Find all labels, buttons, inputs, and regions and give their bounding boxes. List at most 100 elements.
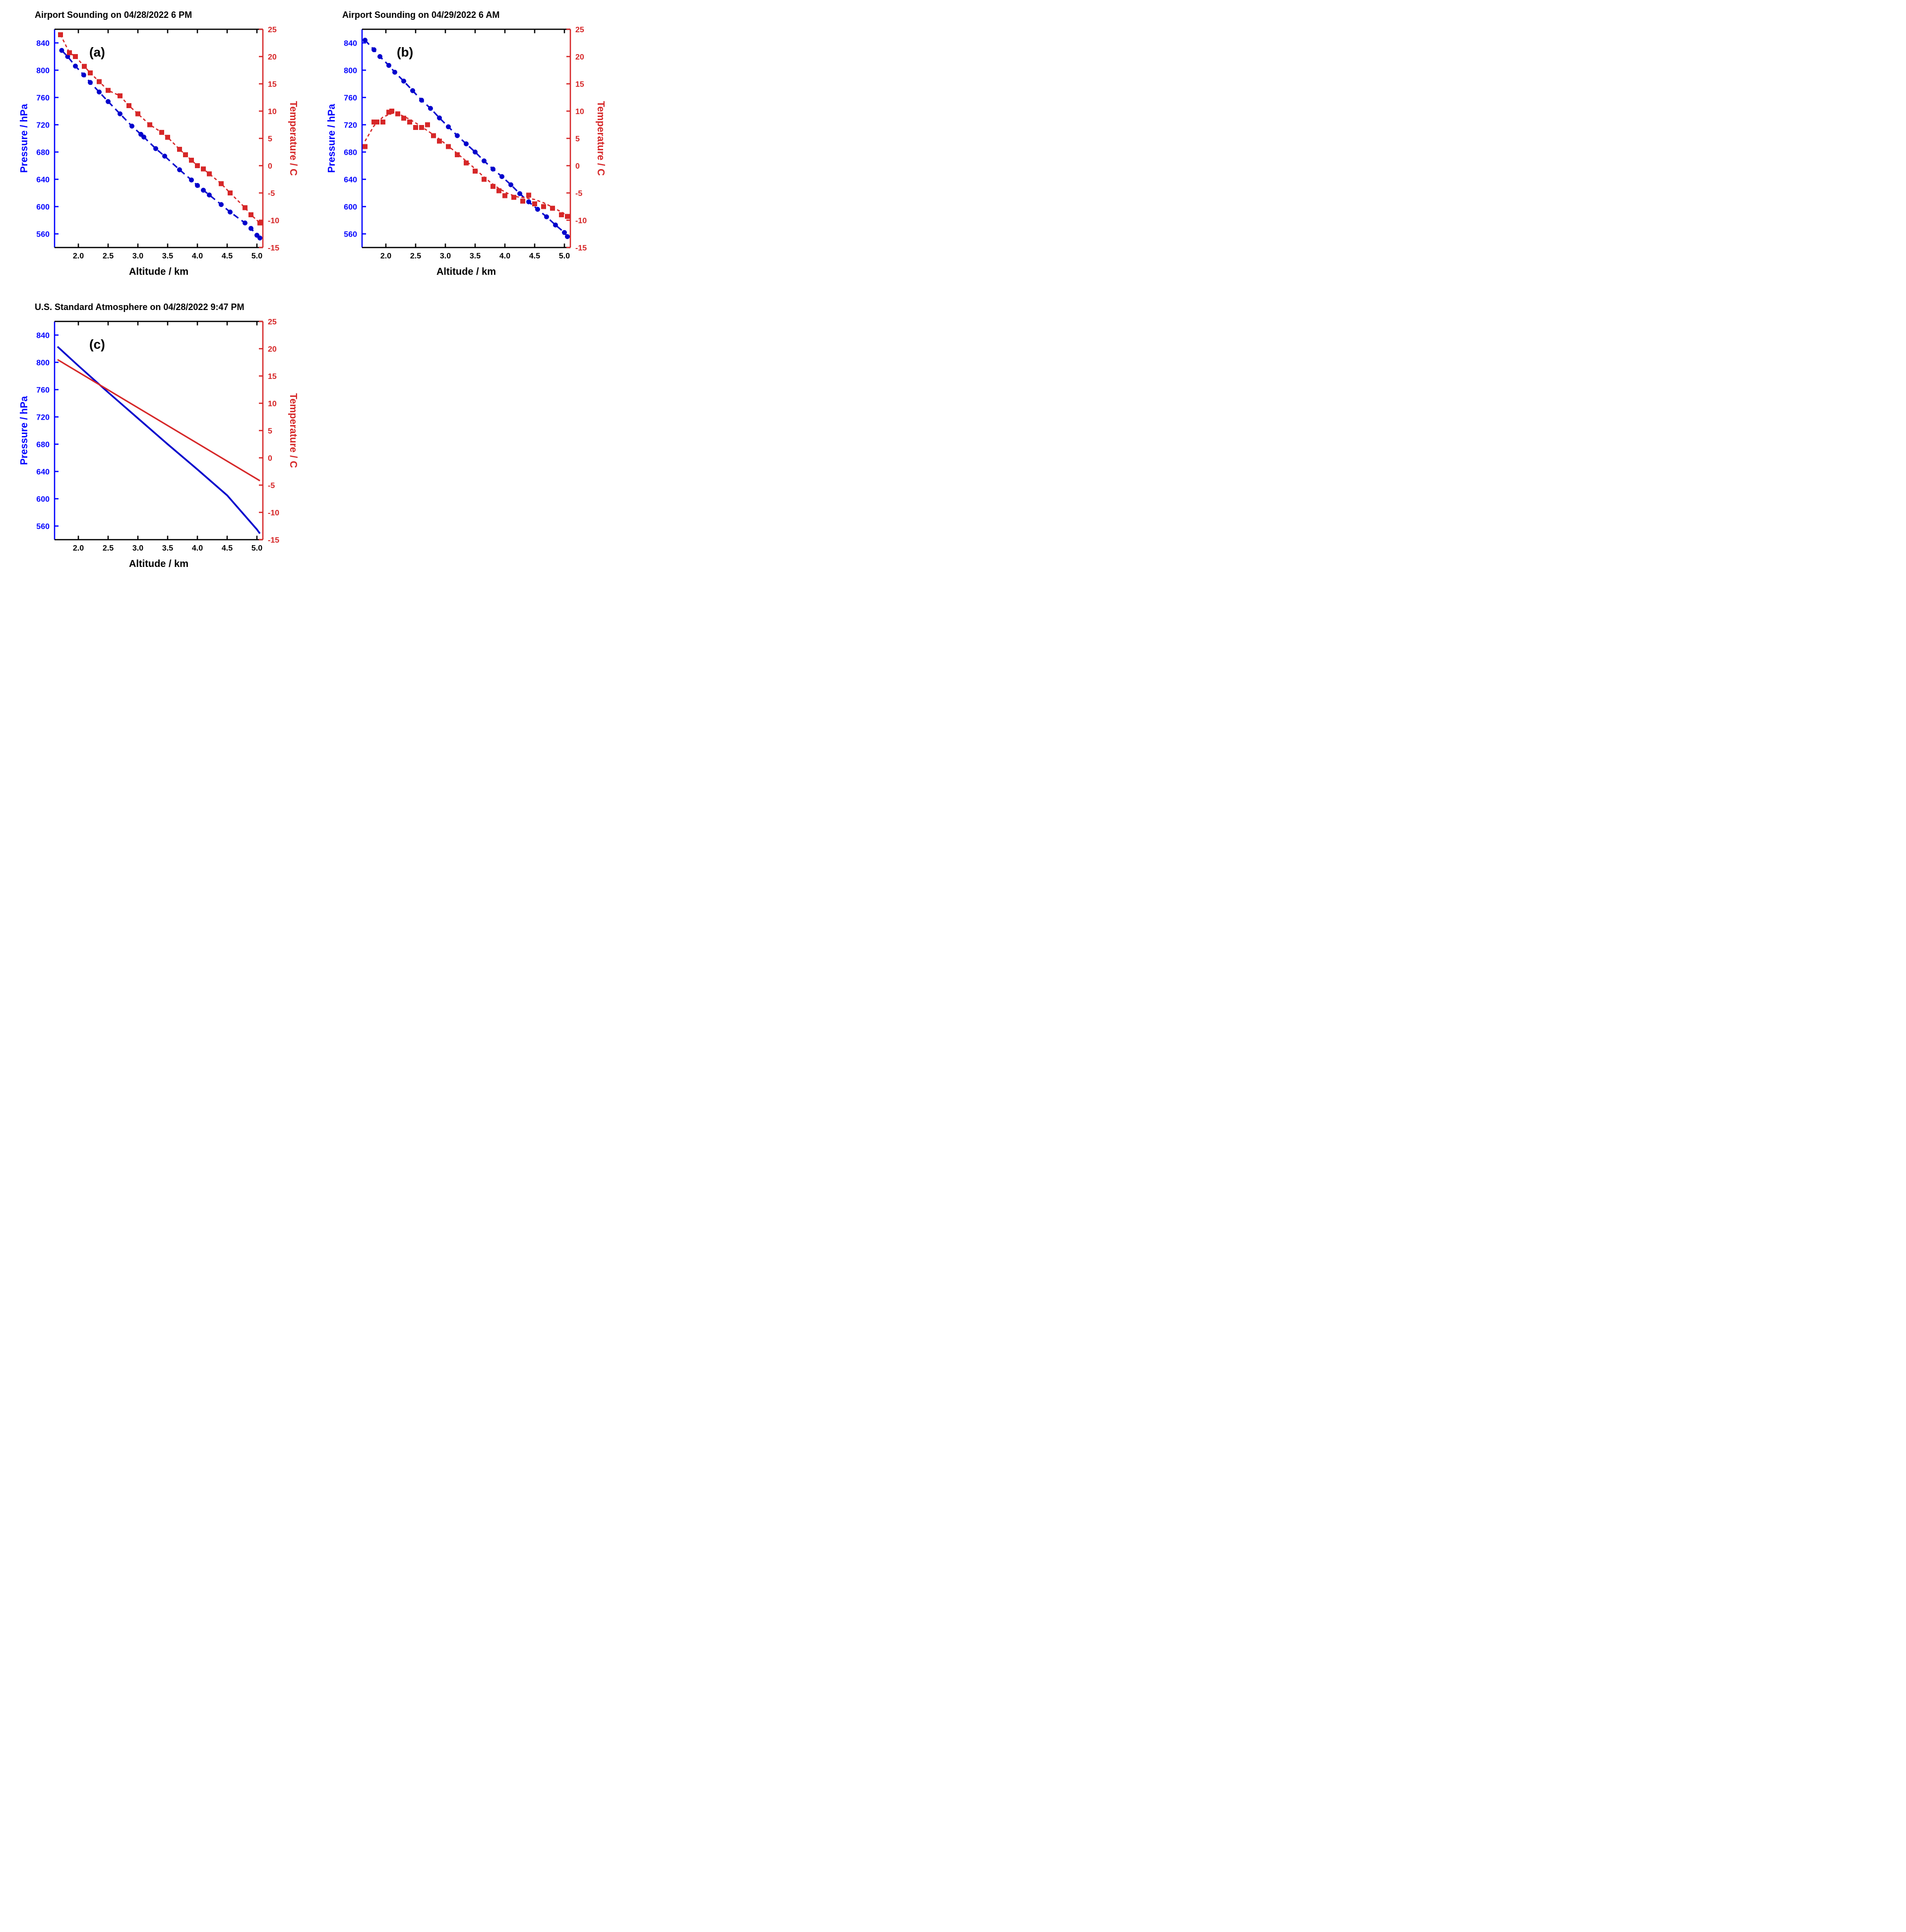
x-tick-label: 2.5 [103, 544, 114, 553]
marker-square [389, 109, 394, 114]
marker-square [473, 169, 478, 174]
yR-tick-label: 10 [575, 108, 584, 116]
marker-circle [106, 99, 111, 104]
marker-square [407, 120, 412, 125]
marker-circle [565, 234, 570, 239]
marker-square [491, 184, 495, 189]
marker-circle [59, 48, 64, 53]
marker-square [135, 112, 140, 117]
marker-circle [129, 124, 134, 128]
marker-square [106, 88, 111, 93]
marker-circle [508, 183, 513, 187]
marker-circle [386, 63, 391, 68]
marker-circle [482, 158, 487, 163]
x-tick-label: 4.0 [192, 252, 203, 260]
yR-tick-label: -5 [575, 189, 582, 198]
marker-circle [535, 207, 540, 212]
yR-tick-label: -15 [575, 244, 587, 252]
marker-square [380, 120, 385, 125]
marker-square [559, 212, 564, 217]
x-tick-label: 4.5 [222, 252, 233, 260]
marker-circle [526, 199, 531, 204]
marker-circle [243, 221, 247, 226]
marker-square [248, 212, 253, 217]
yL-tick-label: 640 [344, 176, 357, 185]
panel-b-svg: 2.02.53.03.54.04.55.0Altitude / km560600… [317, 24, 605, 287]
marker-square [395, 112, 400, 117]
marker-circle [455, 133, 460, 138]
marker-square [482, 177, 487, 182]
marker-circle [377, 54, 382, 59]
yR-tick-label: 5 [268, 135, 272, 143]
x-tick-label: 3.0 [132, 252, 143, 260]
marker-circle [118, 112, 123, 117]
marker-circle [473, 150, 478, 155]
yR-tick-label: -10 [575, 217, 587, 225]
x-tick-label: 3.5 [162, 252, 173, 260]
marker-square [219, 181, 224, 186]
yR-axis-title: Temperature / C [288, 101, 298, 176]
marker-square [413, 125, 418, 130]
yL-tick-label: 680 [36, 149, 50, 157]
marker-circle [499, 174, 504, 179]
yR-tick-label: -10 [268, 509, 279, 517]
yR-axis-title: Temperature / C [595, 101, 605, 176]
marker-circle [428, 106, 433, 111]
marker-square [207, 172, 212, 177]
marker-circle [437, 116, 442, 121]
marker-square [73, 54, 78, 59]
marker-circle [562, 230, 567, 235]
x-tick-label: 4.0 [499, 252, 510, 260]
subplot-letter: (a) [89, 45, 105, 60]
figure-grid: Airport Sounding on 04/28/2022 6 PM 2.0 2.… [10, 10, 605, 579]
marker-square [437, 139, 442, 144]
marker-square [147, 123, 152, 127]
marker-square [82, 64, 87, 69]
yR-tick-label: 20 [268, 345, 277, 354]
marker-circle [446, 125, 451, 129]
yL-tick-label: 720 [344, 122, 357, 130]
panel-a-title: Airport Sounding on 04/28/2022 6 PM [10, 10, 298, 20]
panel-c-title: U.S. Standard Atmosphere on 04/28/2022 9… [10, 302, 298, 312]
x-tick-label: 3.0 [440, 252, 451, 260]
yR-tick-label: 10 [268, 108, 277, 116]
x-axis-title: Altitude / km [129, 266, 188, 277]
marker-square [243, 205, 247, 210]
x-tick-label: 3.5 [162, 544, 173, 553]
marker-circle [491, 167, 495, 172]
x-tick-label: 2.5 [103, 252, 114, 260]
yL-axis-title: Pressure / hPa [326, 104, 337, 173]
yL-tick-label: 840 [36, 40, 50, 48]
x-tick-label: 2.5 [410, 252, 421, 260]
x-tick-label: 4.0 [192, 544, 203, 553]
marker-square [455, 152, 460, 157]
yR-tick-label: 0 [575, 162, 580, 171]
yR-tick-label: 15 [268, 80, 277, 89]
x-tick-label: 2.0 [73, 252, 84, 260]
yR-tick-label: 20 [575, 53, 584, 62]
marker-circle [219, 202, 224, 207]
yR-tick-label: 15 [575, 80, 584, 89]
yL-tick-label: 760 [36, 386, 50, 395]
marker-square [183, 152, 188, 157]
marker-square [401, 116, 406, 121]
marker-square [58, 32, 63, 37]
yL-tick-label: 560 [344, 231, 357, 239]
yL-tick-label: 760 [344, 94, 357, 103]
marker-square [159, 130, 164, 135]
yL-tick-label: 800 [36, 359, 50, 368]
marker-square [177, 147, 182, 152]
marker-square [496, 188, 501, 193]
yL-tick-label: 720 [36, 414, 50, 422]
marker-circle [141, 134, 146, 139]
yR-tick-label: 5 [268, 427, 272, 436]
marker-square [511, 195, 516, 200]
marker-square [67, 50, 72, 55]
marker-circle [228, 210, 233, 215]
marker-square [189, 158, 194, 163]
marker-square [502, 193, 507, 198]
marker-circle [464, 141, 469, 146]
x-axis-title: Altitude / km [129, 559, 188, 569]
x-tick-label: 2.0 [380, 252, 391, 260]
x-tick-label: 5.0 [559, 252, 570, 260]
